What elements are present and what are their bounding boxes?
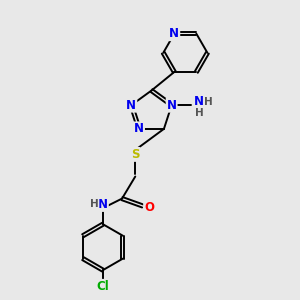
Text: N: N bbox=[167, 99, 177, 112]
Text: N: N bbox=[169, 27, 179, 40]
Text: N: N bbox=[194, 95, 204, 108]
Text: O: O bbox=[144, 201, 154, 214]
Text: H: H bbox=[90, 200, 98, 209]
Text: N: N bbox=[126, 99, 136, 112]
Text: Cl: Cl bbox=[97, 280, 109, 293]
Text: H: H bbox=[204, 97, 213, 106]
Text: N: N bbox=[98, 198, 108, 211]
Text: H: H bbox=[195, 107, 204, 118]
Text: N: N bbox=[134, 122, 144, 135]
Text: S: S bbox=[131, 148, 140, 161]
